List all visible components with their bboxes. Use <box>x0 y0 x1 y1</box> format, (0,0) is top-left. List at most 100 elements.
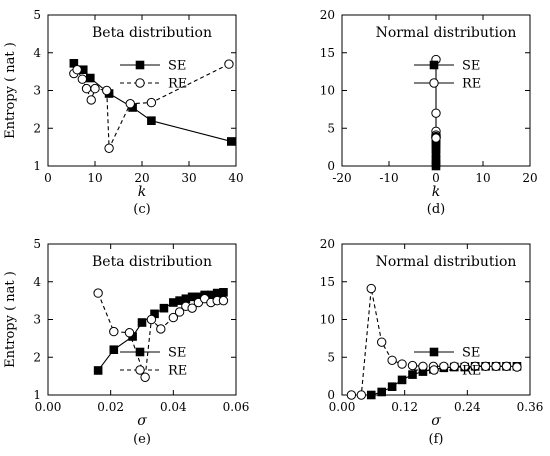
y-tick-label: 0 <box>327 388 335 402</box>
data-point <box>137 318 147 327</box>
legend-swatch-marker <box>429 365 439 375</box>
y-tick-label: 0 <box>327 159 335 173</box>
x-axis-label: σ <box>431 413 441 429</box>
x-axis-label: k <box>432 184 440 200</box>
data-point <box>124 328 135 338</box>
chart-title: Normal distribution <box>376 254 517 270</box>
y-tick-label: 2 <box>33 350 41 364</box>
x-tick-label: 0 <box>432 171 440 185</box>
data-point <box>224 59 234 69</box>
data-point <box>159 303 169 313</box>
data-point <box>470 361 480 372</box>
chart-title: Normal distribution <box>376 25 517 41</box>
chart-panel-1: -20 -10 0 10 20 0 5 10 15 20 k Normal distribution (… <box>320 8 538 217</box>
legend-label: RE <box>168 77 187 92</box>
series-line <box>351 288 517 396</box>
x-tick-label: -10 <box>379 171 398 185</box>
y-tick-label: 5 <box>33 237 41 251</box>
legend-label: RE <box>462 77 481 92</box>
x-tick-label: 0.06 <box>223 400 250 414</box>
y-tick-label: 2 <box>33 121 41 135</box>
data-point <box>81 83 92 94</box>
data-point <box>102 85 112 96</box>
data-point <box>387 355 397 365</box>
data-point <box>407 360 418 371</box>
legend-label: RE <box>168 364 187 379</box>
data-point <box>366 283 376 294</box>
data-point <box>168 312 179 323</box>
data-point <box>387 382 397 391</box>
x-tick-label: -20 <box>332 171 351 185</box>
data-point <box>109 345 119 354</box>
x-tick-label: 30 <box>181 171 196 185</box>
data-point <box>480 361 491 372</box>
x-tick-label: 0.00 <box>35 400 62 414</box>
data-point <box>227 137 236 146</box>
legend-swatch-marker <box>429 60 439 70</box>
data-point <box>512 362 522 372</box>
x-tick-label: 0.04 <box>160 400 187 414</box>
x-tick-label: 0.36 <box>517 400 544 414</box>
data-point <box>187 303 197 313</box>
legend-label: SE <box>168 346 186 361</box>
data-point <box>501 361 512 372</box>
data-point <box>146 314 157 325</box>
series-re <box>346 283 522 400</box>
data-point <box>356 390 367 400</box>
data-point <box>109 326 119 337</box>
data-point <box>104 143 114 153</box>
legend-swatch-marker <box>135 365 145 375</box>
x-tick-label: 10 <box>475 171 490 185</box>
x-tick-label: 0.24 <box>454 400 481 414</box>
data-point <box>90 83 100 94</box>
y-tick-label: 3 <box>33 313 41 327</box>
legend: SE RE <box>120 346 187 379</box>
y-tick-label: 20 <box>320 8 335 22</box>
x-tick-label: 20 <box>522 171 537 185</box>
series-re <box>93 288 229 382</box>
data-point <box>376 337 387 347</box>
y-tick-label: 5 <box>33 8 41 22</box>
data-point <box>125 99 135 109</box>
y-tick-label: 3 <box>33 84 41 98</box>
series-re <box>431 54 441 143</box>
y-tick-label: 15 <box>320 46 335 60</box>
y-tick-label: 20 <box>320 237 335 251</box>
data-point <box>146 97 157 108</box>
data-point <box>408 370 417 379</box>
legend: SE RE <box>120 59 187 92</box>
data-point <box>366 390 376 400</box>
data-point <box>72 65 82 75</box>
y-tick-label: 10 <box>320 313 335 327</box>
y-tick-label: 4 <box>33 275 41 289</box>
data-point <box>156 324 166 334</box>
chart-panel-3: 0.00 0.12 0.24 0.36 0 5 10 15 20 σ Normal distribu… <box>320 237 544 447</box>
data-point <box>219 288 228 297</box>
data-point <box>439 361 449 372</box>
panel-caption: (f) <box>429 432 444 447</box>
data-point <box>86 73 95 83</box>
x-tick-label: 0.00 <box>329 400 356 414</box>
series-line <box>97 292 224 378</box>
chart-title: Beta distribution <box>92 254 212 270</box>
data-point <box>431 108 441 118</box>
y-tick-label: 5 <box>327 350 335 364</box>
x-tick-label: 0.12 <box>391 400 418 414</box>
panel-caption: (e) <box>133 432 151 447</box>
panel-caption: (c) <box>133 202 150 217</box>
data-point <box>77 74 88 84</box>
series-re <box>69 59 234 153</box>
y-tick-label: 1 <box>33 159 41 173</box>
data-point <box>346 390 357 400</box>
chart-title: Beta distribution <box>92 25 212 41</box>
legend-swatch-marker <box>429 78 439 88</box>
x-tick-label: 10 <box>87 171 102 185</box>
data-point <box>174 307 185 317</box>
data-point <box>147 116 156 126</box>
data-point <box>93 366 103 375</box>
y-tick-label: 4 <box>33 46 41 60</box>
legend: SE RE <box>414 59 481 92</box>
y-tick-label: 15 <box>320 275 335 289</box>
panel-caption: (d) <box>427 202 445 217</box>
